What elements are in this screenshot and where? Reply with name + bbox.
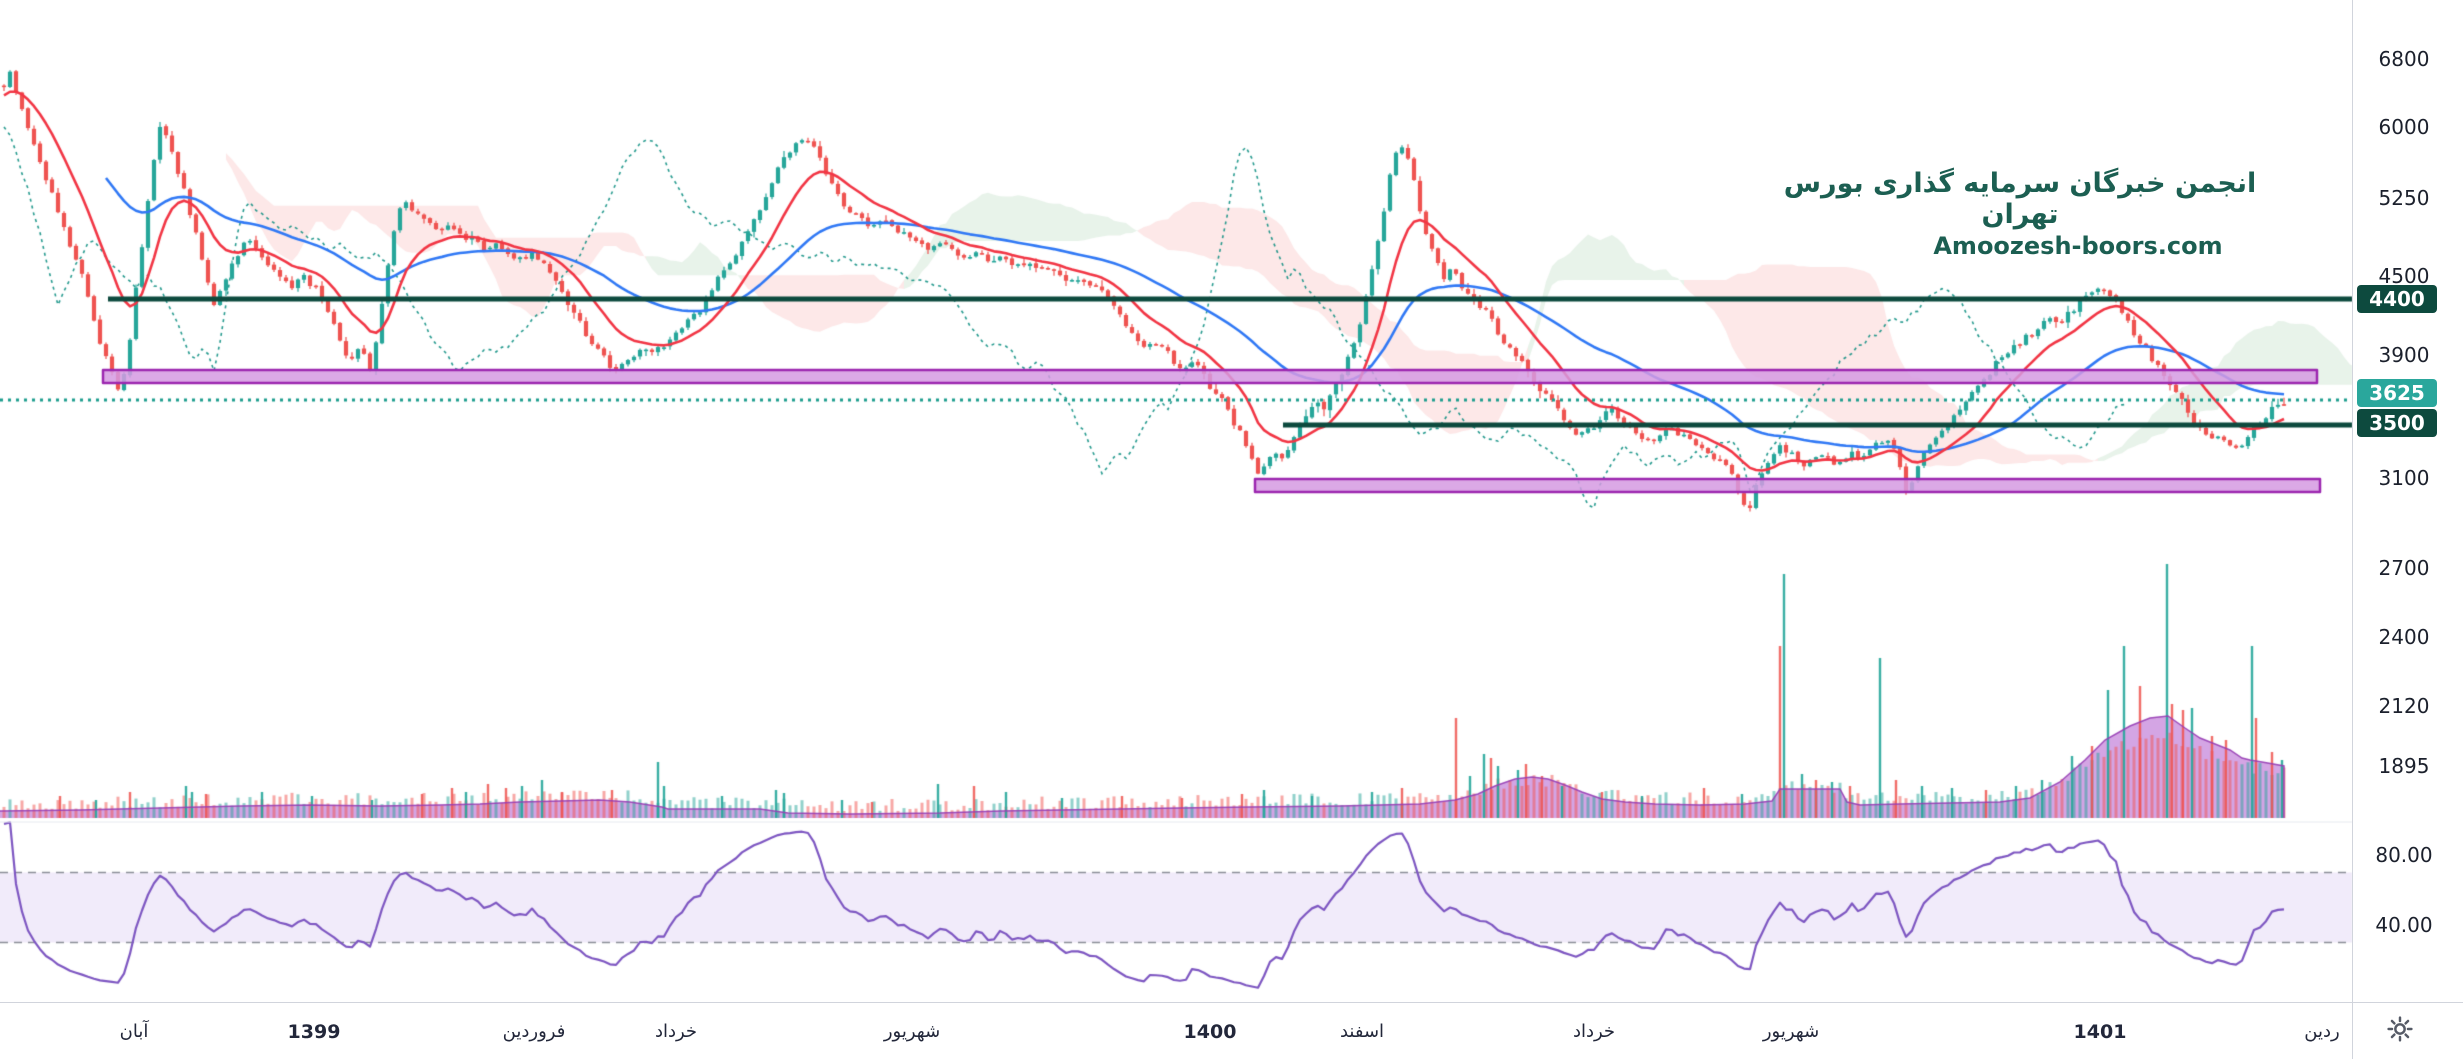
price-tick-6000: 6000 xyxy=(2378,115,2430,139)
time-label-آبان: آبان xyxy=(119,1021,149,1042)
time-label-خرداد: خرداد xyxy=(654,1021,698,1042)
price-badge-4400: 4400 xyxy=(2357,285,2437,313)
price-tick-3900: 3900 xyxy=(2378,343,2430,367)
watermark-line2: Amoozesh-boors.com xyxy=(1933,232,2223,260)
time-label-اسفند: اسفند xyxy=(1339,1021,1385,1042)
price-tick-2400: 2400 xyxy=(2378,625,2430,649)
time-label-فروردین: فروردین xyxy=(502,1021,566,1042)
time-label-1399: 1399 xyxy=(287,1021,341,1043)
time-label-شهریور: شهریور xyxy=(1762,1021,1820,1042)
price-badge-3625: 3625 xyxy=(2357,379,2437,407)
time-label-خرداد: خرداد xyxy=(1572,1021,1616,1042)
price-tick-4500: 4500 xyxy=(2378,264,2430,288)
time-label-1401: 1401 xyxy=(2073,1021,2127,1043)
price-tick-2120: 2120 xyxy=(2378,694,2430,718)
watermark: انجمن خبرگان سرمایه گذاری بورس تهران Amo… xyxy=(1760,168,2280,260)
time-label-شهریور: شهریور xyxy=(883,1021,941,1042)
time-axis-border xyxy=(0,1002,2463,1003)
price-tick-80.00: 80.00 xyxy=(2375,843,2433,867)
price-axis-border xyxy=(2352,0,2353,1059)
price-tick-40.00: 40.00 xyxy=(2375,913,2433,937)
price-tick-1895: 1895 xyxy=(2378,754,2430,778)
price-tick-6800: 6800 xyxy=(2378,47,2430,71)
price-tick-5250: 5250 xyxy=(2378,186,2430,210)
time-label-1400: 1400 xyxy=(1183,1021,1237,1043)
watermark-line1: انجمن خبرگان سرمایه گذاری بورس تهران xyxy=(1783,168,2257,230)
time-label-ردین: ردین xyxy=(2304,1021,2340,1042)
price-tick-2700: 2700 xyxy=(2378,556,2430,580)
price-tick-3100: 3100 xyxy=(2378,466,2430,490)
price-badge-3500: 3500 xyxy=(2357,409,2437,437)
gear-icon[interactable] xyxy=(2386,1015,2414,1043)
